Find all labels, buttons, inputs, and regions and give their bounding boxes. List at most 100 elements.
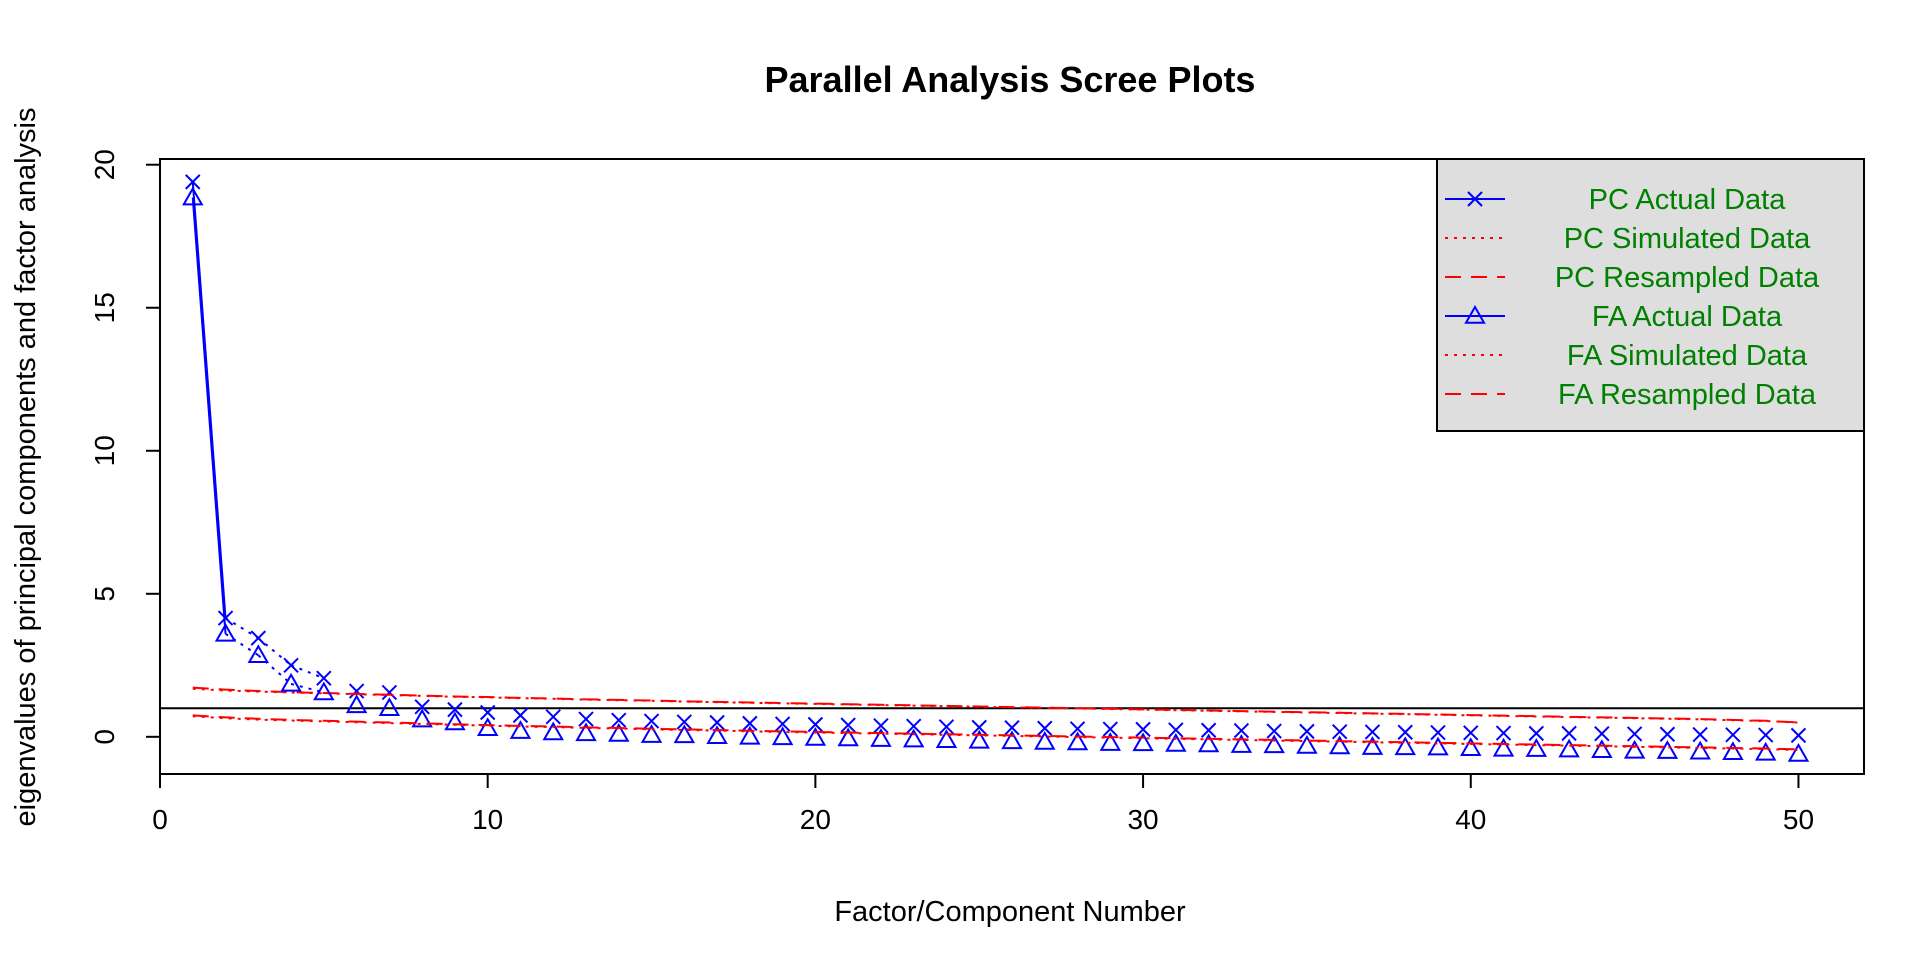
marker-stroke <box>840 717 856 733</box>
x-tick-label: 50 <box>1783 804 1814 835</box>
series-1 <box>185 174 1807 744</box>
data-point <box>1102 721 1119 737</box>
marker-stroke <box>479 704 496 721</box>
series-line <box>192 715 1799 751</box>
marker-stroke <box>1233 722 1250 739</box>
data-point <box>873 717 889 734</box>
data-point <box>1364 724 1381 740</box>
data-point <box>1200 722 1217 738</box>
y-tick-label: 15 <box>89 292 120 323</box>
data-point <box>1430 724 1446 741</box>
data-point <box>1427 736 1449 756</box>
data-point <box>1069 721 1086 737</box>
x-tick-label: 10 <box>472 804 503 835</box>
data-point <box>1787 742 1810 762</box>
x-tick-label: 20 <box>800 804 831 835</box>
series-3 <box>192 686 1799 724</box>
data-point <box>1591 739 1613 759</box>
legend-label: FA Resampled Data <box>1558 379 1817 411</box>
data-point <box>938 719 955 735</box>
data-point <box>1328 735 1351 755</box>
data-point <box>1561 725 1577 742</box>
data-point <box>1135 721 1151 738</box>
data-point <box>935 729 958 748</box>
marker-stroke <box>1430 724 1446 741</box>
marker-stroke <box>1102 721 1119 737</box>
marker-stroke <box>1463 725 1479 741</box>
data-point <box>1757 727 1774 743</box>
legend-label: PC Actual Data <box>1589 184 1787 216</box>
marker-stroke <box>1069 721 1086 737</box>
data-point <box>1397 724 1413 740</box>
data-point <box>345 694 368 714</box>
data-point <box>971 719 987 736</box>
legend-marker <box>1464 304 1486 324</box>
legend-label: PC Simulated Data <box>1564 223 1811 255</box>
data-point <box>1790 727 1807 744</box>
series-segment <box>191 197 227 634</box>
marker-stroke <box>807 716 824 733</box>
y-tick-label: 20 <box>89 149 120 180</box>
series-4 <box>182 186 1810 762</box>
data-point <box>1266 723 1282 739</box>
series-segment <box>191 181 227 619</box>
marker-stroke <box>709 714 725 731</box>
data-point <box>509 720 532 739</box>
data-point <box>1659 726 1676 742</box>
marker-stroke <box>873 717 889 734</box>
data-point <box>1197 733 1220 753</box>
marker-stroke <box>1561 725 1577 742</box>
data-point <box>411 708 433 728</box>
data-point <box>608 722 630 742</box>
data-point <box>643 713 660 729</box>
data-point <box>1066 731 1089 751</box>
data-point <box>1725 727 1741 743</box>
data-point <box>905 718 922 734</box>
marker-stroke <box>611 712 627 728</box>
data-point <box>709 714 725 731</box>
data-point <box>1626 726 1643 742</box>
legend-label: PC Resampled Data <box>1555 262 1820 294</box>
marker-stroke <box>1299 723 1315 740</box>
marker-stroke <box>545 709 561 725</box>
data-point <box>1692 726 1708 743</box>
marker-stroke <box>578 711 594 727</box>
data-point <box>476 717 499 736</box>
series-line <box>192 714 1799 751</box>
data-point <box>1463 725 1479 741</box>
data-point <box>1263 734 1285 754</box>
marker-stroke <box>381 684 398 701</box>
marker-stroke <box>1659 726 1676 742</box>
data-point <box>542 721 564 741</box>
data-point <box>214 622 237 642</box>
marker-stroke <box>1364 724 1381 740</box>
data-point <box>512 707 529 724</box>
data-point <box>1037 720 1053 736</box>
data-point <box>414 699 430 715</box>
data-point <box>968 729 990 749</box>
x-tick-label: 0 <box>152 804 168 835</box>
data-point <box>1233 722 1250 739</box>
data-point <box>280 672 302 692</box>
y-axis-label: eigenvalues of principal components and … <box>10 108 42 827</box>
data-point <box>313 681 335 701</box>
marker-stroke <box>938 719 955 735</box>
legend-marker <box>1467 191 1483 207</box>
data-point <box>739 725 761 745</box>
chart-title: Parallel Analysis Scree Plots <box>765 59 1256 100</box>
data-point <box>742 715 758 732</box>
marker-stroke <box>1467 191 1483 207</box>
data-point <box>870 728 892 747</box>
marker-stroke <box>676 714 693 730</box>
marker-stroke <box>185 174 201 190</box>
marker-stroke <box>1004 719 1020 736</box>
series-segment <box>257 654 292 685</box>
data-point <box>1656 740 1679 759</box>
data-point <box>1001 730 1023 750</box>
marker-stroke <box>774 716 791 732</box>
legend: PC Actual Data PC Simulated Data PC Resamp… <box>1436 158 1865 432</box>
data-point <box>250 630 267 646</box>
data-point <box>578 711 594 727</box>
marker-stroke <box>1037 720 1053 736</box>
series-segment <box>225 617 259 639</box>
